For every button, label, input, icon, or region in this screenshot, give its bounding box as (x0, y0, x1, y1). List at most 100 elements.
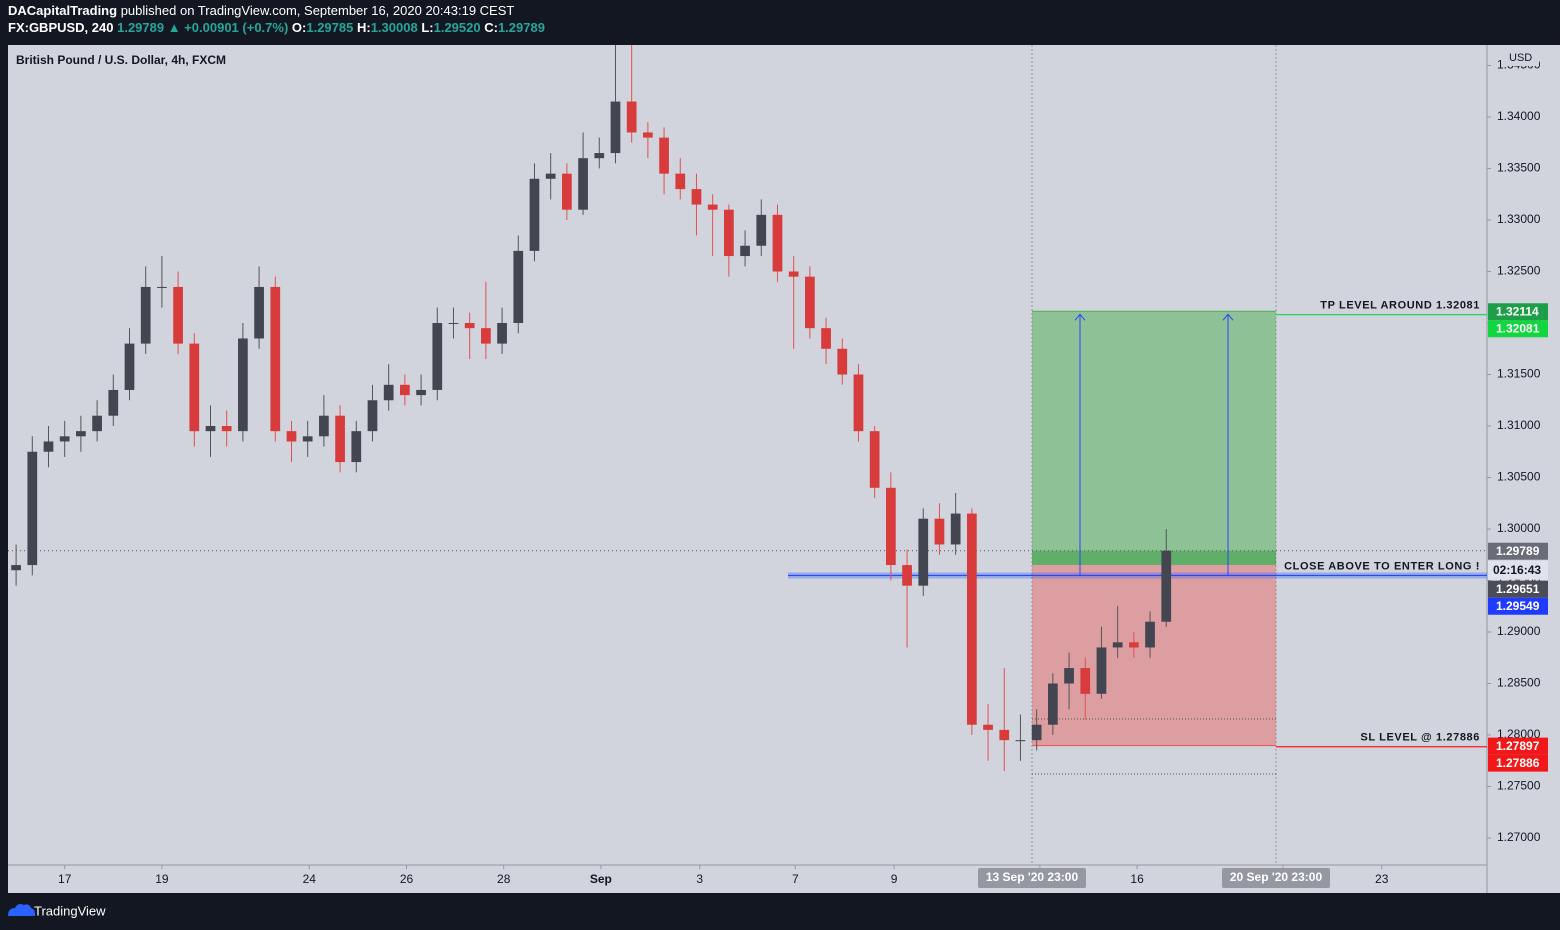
candle-body (140, 286, 151, 344)
candle-body (124, 343, 135, 390)
candle-body (967, 513, 977, 725)
candle-body (92, 415, 102, 432)
candle-body (367, 400, 378, 432)
close-label: C: (484, 20, 498, 35)
y-tick-label: 1.30500 (1497, 470, 1541, 484)
candle-body (691, 189, 702, 205)
up-arrow: ▲ (164, 20, 184, 35)
y-tick-label: 1.31000 (1497, 418, 1541, 432)
candle-body (302, 436, 313, 442)
x-tick-label: 23 (1375, 872, 1389, 886)
candle-body (76, 431, 86, 437)
candle-body (27, 451, 38, 566)
candle-body (675, 173, 686, 190)
open: 1.29785 (306, 20, 353, 35)
countdown: 02:16:43 (1493, 563, 1541, 577)
y-tick-label: 1.29000 (1497, 624, 1541, 638)
price-tag-bg (1488, 303, 1548, 321)
candle-body (724, 209, 734, 257)
candle-body (238, 338, 248, 432)
candle-body (594, 153, 605, 159)
price-tag-bg (1488, 737, 1548, 755)
candle-body (918, 518, 929, 586)
candle-body (562, 173, 572, 210)
arrow-head (1074, 313, 1086, 321)
symbol: FX:GBPUSD, 240 (8, 20, 113, 35)
y-tick-label: 1.34000 (1497, 109, 1541, 123)
high: 1.30008 (371, 20, 418, 35)
footer: TradingView (8, 903, 106, 918)
x-tick-label: 24 (303, 872, 317, 886)
candle-body (545, 173, 556, 179)
candle-body (400, 384, 410, 396)
candle-body (1080, 668, 1091, 694)
candle-body (902, 565, 912, 586)
x-tick-label: 9 (891, 872, 898, 886)
candle-body (1096, 647, 1107, 694)
y-tick-label: 1.30000 (1497, 521, 1541, 535)
last-price: 1.29789 (117, 20, 164, 35)
candle-body (43, 441, 54, 452)
close: 1.29789 (498, 20, 545, 35)
candle-body (189, 343, 200, 432)
range-label-bg (1222, 868, 1330, 888)
level-annotation: CLOSE ABOVE TO ENTER LONG ! (1284, 560, 1480, 572)
currency: USD (1509, 52, 1532, 64)
candle-body (319, 415, 329, 437)
candle-body (1161, 550, 1172, 622)
brand: TradingView (34, 903, 106, 918)
range-label: 20 Sep '20 23:00 (1230, 870, 1323, 884)
header-line-1: DACapitalTrading published on TradingVie… (8, 3, 514, 18)
y-tick-label: 1.32500 (1497, 264, 1541, 278)
chart-title: British Pound / U.S. Dollar, 4h, FXCM (16, 53, 226, 67)
x-tick-label: Sep (590, 872, 612, 886)
candle-body (1015, 740, 1026, 742)
low: 1.29520 (434, 20, 481, 35)
candle-body (173, 286, 183, 344)
candle-body (950, 513, 961, 545)
candle-body (772, 214, 783, 272)
candle-body (1112, 642, 1123, 648)
price-tag-bg (1488, 597, 1548, 615)
candle-body (481, 328, 491, 344)
candle-body (1031, 724, 1042, 741)
x-tick-label: 17 (58, 872, 72, 886)
candle-body (432, 323, 443, 390)
candle-body (821, 328, 831, 349)
candle-body (756, 214, 767, 246)
candle-body (610, 101, 621, 154)
candle-body (934, 518, 945, 545)
y-tick-label: 1.33000 (1497, 212, 1541, 226)
currency-bg (1501, 50, 1539, 66)
price-tag: 1.27897 (1496, 739, 1540, 753)
published: published on TradingView.com, September … (121, 3, 515, 18)
level-annotation: TP LEVEL AROUND 1.32081 (1320, 300, 1480, 312)
countdown-bg (1488, 560, 1548, 580)
x-tick-label: 28 (497, 872, 511, 886)
candle-body (805, 276, 815, 329)
price-tag-bg (1488, 320, 1548, 338)
y-tick-label: 1.27500 (1497, 779, 1541, 793)
price-tag: 1.27886 (1496, 756, 1540, 770)
candle-body (626, 101, 637, 133)
price-tag-bg (1488, 542, 1548, 560)
candle-body (286, 431, 297, 442)
candle-body (464, 323, 475, 329)
x-tick-label: 19 (155, 872, 169, 886)
candle-body (707, 204, 718, 210)
high-label: H: (357, 20, 371, 35)
candle-body (788, 271, 799, 277)
header-line-2: FX:GBPUSD, 240 1.29789 ▲ +0.00901 (+0.7%… (8, 20, 545, 35)
candle-body (869, 431, 880, 488)
x-tick-label: 16 (1130, 872, 1144, 886)
price-tag-bg (1488, 754, 1548, 772)
candle-body (351, 431, 362, 463)
range-label: 13 Sep '20 23:00 (986, 870, 1079, 884)
candle-body (740, 245, 750, 257)
candle-body (1064, 668, 1074, 684)
candle-body (383, 384, 394, 401)
candle-body (1047, 683, 1058, 725)
candle-body (11, 565, 21, 571)
y-tick-label: 1.33500 (1497, 161, 1541, 175)
